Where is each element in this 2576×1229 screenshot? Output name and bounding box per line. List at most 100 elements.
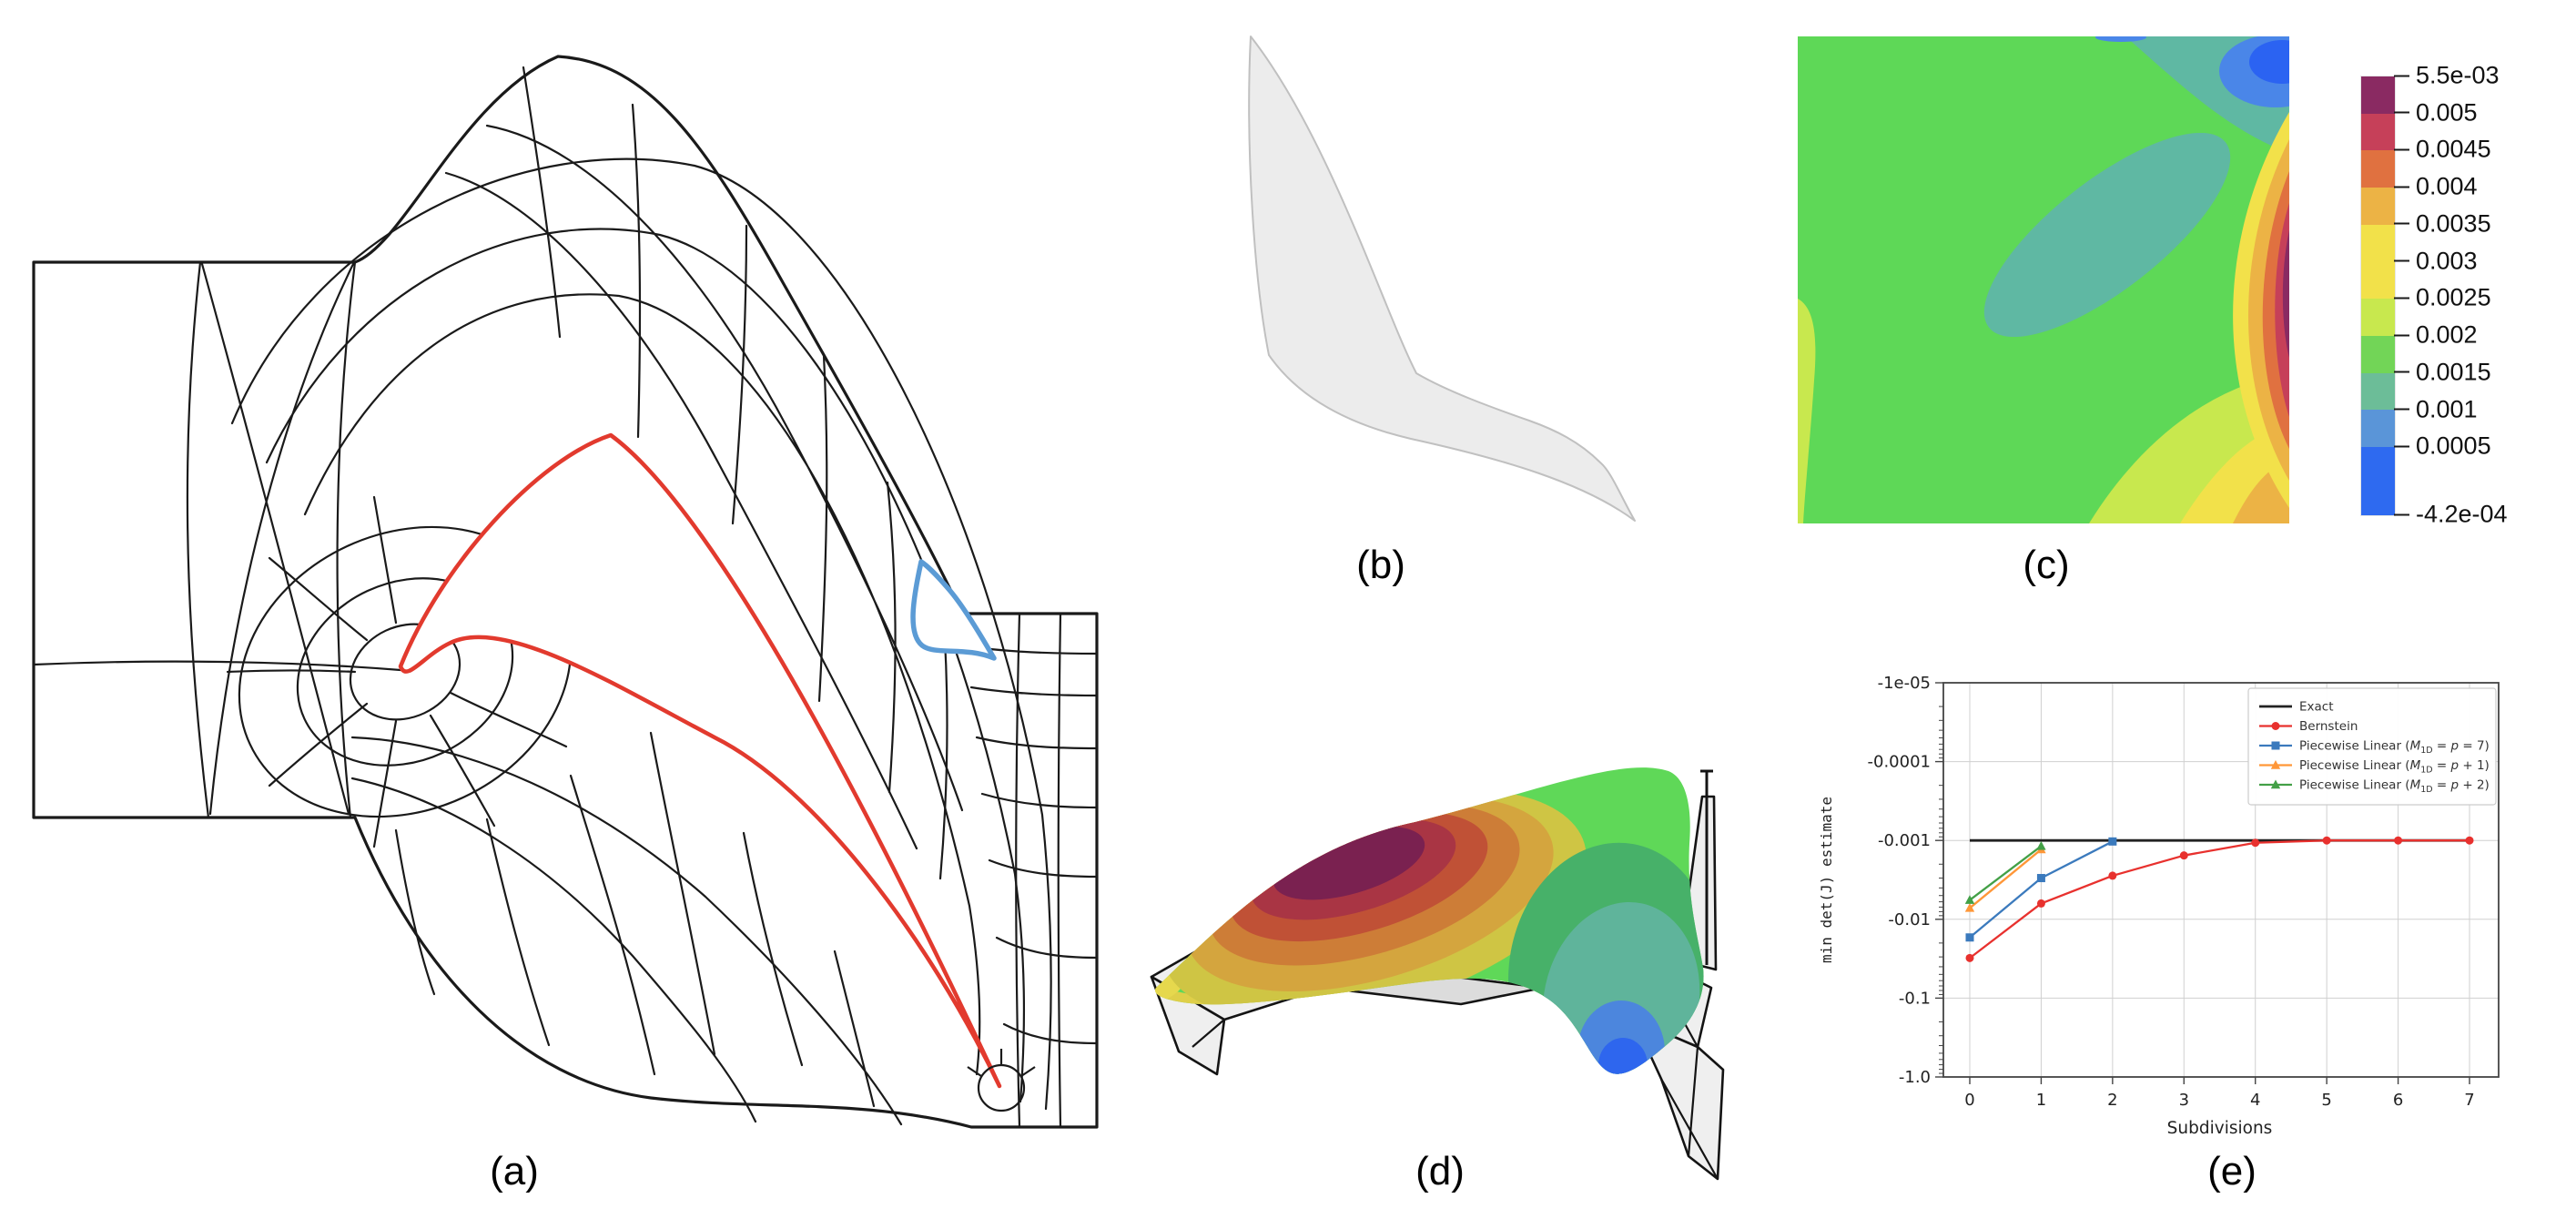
colorbar-tick-label: 0.001: [2416, 395, 2478, 423]
line-chart-svg: 0 1 2 3 4 5 6 7 -1e-05 -0.0001 -0.001 -0.01 -0.1 -1.0…: [1818, 674, 2500, 1138]
colorbar-tick-line: [2394, 186, 2409, 188]
legend-label: Bernstein: [2299, 719, 2358, 734]
panel-c-contour: [1798, 35, 2289, 526]
contour-teal-blob: [1983, 132, 2231, 338]
legend-box: [2247, 687, 2497, 806]
chart-ticks: [1935, 682, 2470, 1084]
series-marker: [2251, 838, 2260, 848]
panel-a-mesh: [14, 9, 1151, 1165]
airfoil-outline: [398, 432, 1002, 1089]
colored-surface: [1155, 767, 1704, 1074]
colorbar-tick: 0.005: [2394, 98, 2478, 127]
colorbar-tick: 0.0035: [2394, 209, 2491, 238]
legend-item: Exact: [2259, 700, 2334, 715]
legend-label: Exact: [2299, 700, 2334, 715]
x-tick-label: 0: [1964, 1091, 1974, 1110]
series-marker: [2179, 851, 2188, 860]
colorbar-band: [2361, 188, 2395, 225]
series-marker: [2036, 874, 2045, 883]
colorbar-tick-line: [2394, 297, 2409, 300]
colorbar: 5.5e-03 0.005 0.0045 0.004 0.0035 0.003 0.0025…: [2360, 62, 2576, 531]
caption-d: (d): [1415, 1149, 1465, 1193]
colorbar-tick-label: 0.0045: [2416, 135, 2491, 163]
legend-item: Piecewise Linear (M1D = p + 2): [2259, 778, 2490, 796]
chart-series: [1964, 844, 2046, 912]
series-marker: [2394, 836, 2403, 845]
x-tick-label: 2: [2107, 1091, 2117, 1110]
panel-e-chart: 0 1 2 3 4 5 6 7 -1e-05 -0.0001 -0.001 -0.01 -0.1 -1.0…: [1811, 665, 2576, 1183]
legend-item: Piecewise Linear (M1D = p = 7): [2259, 739, 2490, 757]
panel-b-element: [1220, 9, 1693, 574]
contour-field: [1798, 36, 2289, 523]
colorbar-tick-line: [2394, 334, 2409, 337]
colorbar-tick: -4.2e-04: [2394, 501, 2508, 529]
x-tick-label: 4: [2250, 1091, 2260, 1110]
colorbar-tick-label: 0.0015: [2416, 358, 2491, 386]
chart-legend: Exact Bernstein Piecewise Linear (M1D = p …: [2247, 687, 2497, 806]
caption-c: (c): [2023, 543, 2070, 587]
legend-label: Piecewise Linear (M1D = p + 2): [2299, 778, 2490, 796]
colorbar-band: [2361, 372, 2395, 411]
highlighted-element: [910, 559, 997, 661]
series-line: [1969, 848, 2043, 909]
colorbar-tick: 0.0045: [2394, 136, 2491, 164]
trailing-edge-circle: [977, 1063, 1026, 1112]
colorbar-tick: 5.5e-03: [2394, 62, 2500, 90]
blade-element-svg: [1248, 36, 1636, 522]
colorbar-ticks: 5.5e-03 0.005 0.0045 0.004 0.0035 0.003 0.0025…: [2360, 62, 2576, 528]
mesh-grid-lines: [32, 66, 1099, 1129]
series-marker: [2271, 741, 2280, 750]
mesh-left-block-lines: [32, 260, 568, 848]
colorbar-band: [2361, 224, 2395, 300]
y-tick-label: -1.0: [1899, 1068, 1931, 1087]
colorbar-tick: 0.0025: [2394, 284, 2491, 312]
panel-d-surface: [1115, 687, 1807, 1197]
series-line: [1969, 839, 2470, 960]
x-axis-label: Subdivisions: [2167, 1119, 2273, 1138]
colorbar-tick-label: 0.002: [2416, 320, 2478, 349]
trailing-edge-spokes: [967, 1049, 1036, 1077]
colorbar-tick-label: 0.0005: [2416, 432, 2491, 460]
series-marker: [1964, 895, 1975, 904]
contour-plot-svg: [1798, 36, 2289, 523]
colorbar-tick-label: 5.5e-03: [2416, 61, 2500, 89]
caption-a: (a): [490, 1149, 539, 1193]
colorbar-tick: 0.002: [2394, 321, 2478, 350]
chart-tick-labels: 0 1 2 3 4 5 6 7 -1e-05 -0.0001 -0.001 -0.01 -0.1 -1.0: [1868, 674, 2475, 1110]
x-tick-label: 5: [2321, 1091, 2331, 1110]
legend-label: Piecewise Linear (M1D = p = 7): [2299, 739, 2490, 757]
mesh-outer-boundary: [32, 55, 1099, 1129]
colorbar-tick: 0.001: [2394, 395, 2478, 423]
colorbar-tick-line: [2394, 222, 2409, 225]
colorbar-tick-line: [2394, 408, 2409, 411]
series-marker: [1965, 953, 1974, 962]
ogrid-ring-1: [349, 623, 461, 721]
x-tick-label: 1: [2036, 1091, 2046, 1110]
surface-plot-svg: [1150, 767, 1725, 1181]
chart-series: [1964, 840, 2046, 904]
series-marker: [1964, 902, 1975, 912]
surface-axis-spike: [1700, 769, 1713, 965]
caption-e: (e): [2207, 1149, 2257, 1193]
colorbar-tick-label: 0.004: [2416, 172, 2478, 200]
colorbar-tick-line: [2394, 445, 2409, 448]
colorbar-band: [2361, 410, 2395, 448]
series-marker: [2108, 837, 2117, 846]
y-tick-label: -0.001: [1878, 831, 1931, 850]
y-tick-label: -1e-05: [1878, 674, 1931, 693]
x-tick-label: 7: [2464, 1091, 2474, 1110]
x-tick-label: 3: [2179, 1091, 2189, 1110]
colorbar-bands: [2360, 76, 2396, 516]
y-tick-label: -0.1: [1899, 989, 1931, 1008]
blade-element-shape: [1248, 36, 1636, 522]
colorbar-band: [2361, 447, 2395, 515]
y-tick-label: -0.0001: [1868, 753, 1931, 772]
mesh-lower-lines: [350, 731, 903, 1126]
colorbar-tick: 0.0015: [2394, 358, 2491, 386]
colorbar-tick: 0.004: [2394, 173, 2478, 201]
colorbar-band: [2361, 336, 2395, 373]
legend-item: Piecewise Linear (M1D = p + 1): [2259, 758, 2490, 776]
turbine-mesh-svg: [32, 55, 1099, 1129]
series-marker: [1965, 933, 1974, 942]
